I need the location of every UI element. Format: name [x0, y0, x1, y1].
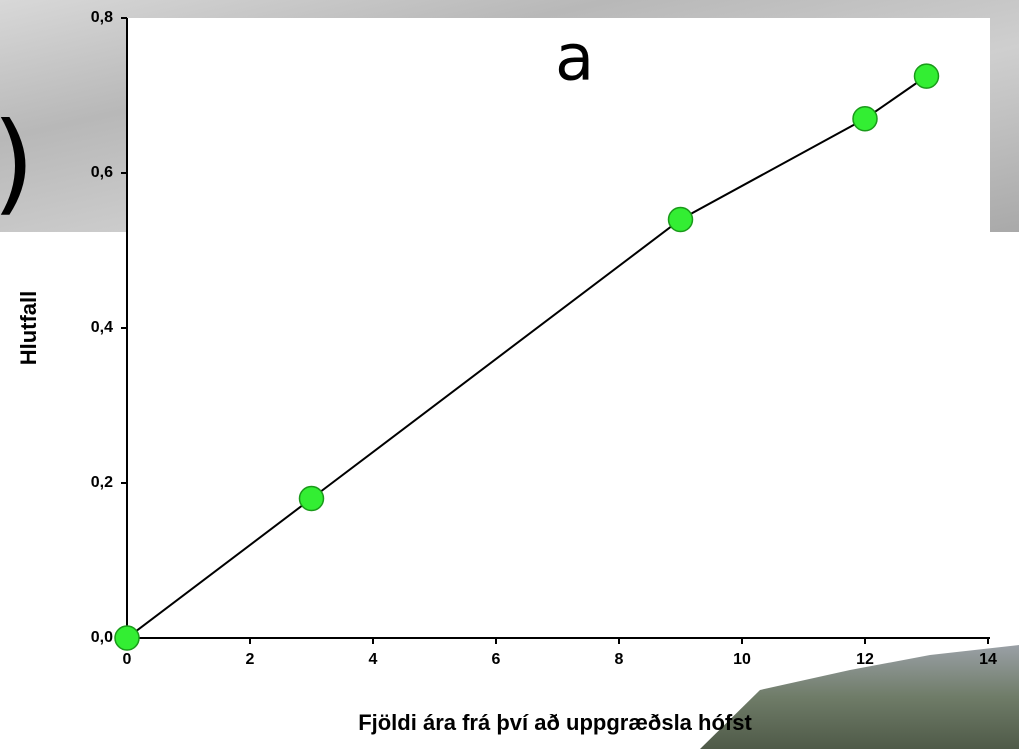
marker: [298, 485, 325, 512]
x-tick-label: 8: [615, 651, 624, 668]
marker: [114, 625, 140, 651]
y-tick-label: 0,2: [91, 474, 113, 491]
slide-text: a: [555, 22, 594, 96]
y-tick-label: 0,4: [91, 319, 113, 336]
plot-margin: [0, 232, 127, 652]
plot-area: [127, 18, 990, 638]
marker: [913, 63, 940, 89]
y-tick-label: 0,6: [91, 164, 113, 181]
slide-text: ): [0, 98, 35, 226]
x-tick-label: 10: [733, 651, 751, 668]
x-tick-label: 14: [979, 651, 997, 668]
x-axis-title: Fjöldi ára frá því að uppgræðsla hófst: [358, 710, 752, 735]
marker: [667, 206, 694, 233]
marker: [852, 106, 878, 132]
x-tick-label: 12: [856, 651, 874, 668]
x-tick-label: 2: [246, 651, 255, 668]
y-axis-title: Hlutfall: [16, 291, 41, 366]
x-tick-label: 4: [369, 651, 378, 668]
y-tick-label: 0,8: [91, 9, 113, 26]
x-tick-label: 6: [492, 651, 501, 668]
x-tick-label: 0: [123, 651, 132, 668]
y-tick-label: 0,0: [91, 629, 113, 646]
landscape: [700, 645, 1019, 749]
